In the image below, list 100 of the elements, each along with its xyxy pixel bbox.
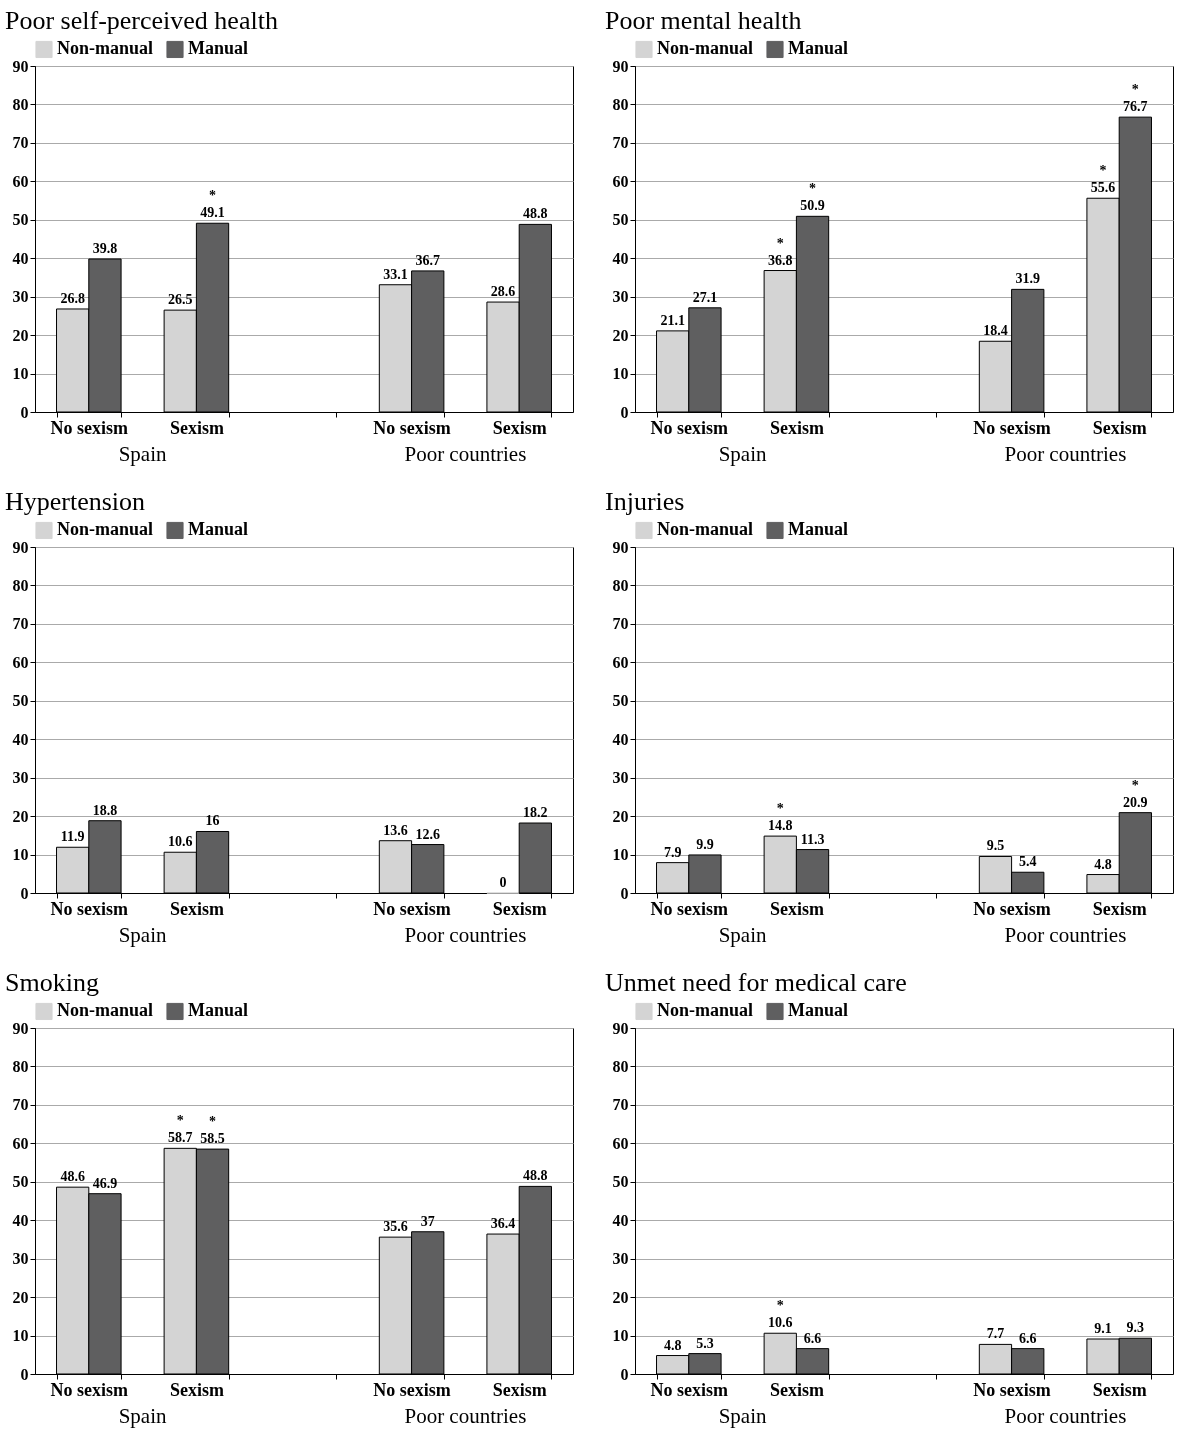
x-tick-label: Sexism — [769, 1379, 824, 1400]
chart-title: Injuries — [605, 487, 685, 516]
y-tick-label: 40 — [12, 249, 29, 267]
legend-label: Manual — [188, 1000, 249, 1021]
legend-label: Manual — [788, 519, 849, 540]
data-label: 9.1 — [1094, 1321, 1112, 1337]
data-label: 27.1 — [692, 289, 718, 305]
y-tick-label: 80 — [12, 95, 29, 113]
y-tick-label: 30 — [612, 1250, 629, 1268]
data-label: * 10.6 — [768, 1298, 793, 1331]
chart-title: Smoking — [5, 968, 99, 997]
y-tick-label: 80 — [12, 576, 29, 594]
y-tick-label: 20 — [612, 1288, 629, 1306]
y-tick-label: 60 — [612, 1134, 629, 1152]
data-label: 5.4 — [1018, 854, 1037, 870]
legend-label: Manual — [188, 38, 249, 59]
y-tick-label: 30 — [612, 769, 629, 787]
data-label: * 58.5 — [200, 1114, 225, 1147]
data-label: 6.6 — [1018, 1330, 1037, 1346]
y-tick-label: 60 — [612, 653, 629, 671]
data-label: 33.1 — [383, 266, 408, 282]
data-label: 5.3 — [696, 1335, 714, 1351]
x-tick-label: No sexism — [50, 1379, 129, 1400]
x-tick-label: Sexism — [169, 1379, 224, 1400]
x-tick-label: No sexism — [973, 1379, 1051, 1400]
y-tick-label: 60 — [612, 172, 629, 190]
data-label: * 49.1 — [200, 188, 225, 221]
data-label: 7.9 — [663, 844, 682, 860]
y-tick-label: 70 — [12, 134, 29, 152]
text: Spain — [718, 923, 768, 947]
x-tick-label: No sexism — [373, 898, 451, 919]
text: Poor countries — [1004, 923, 1127, 947]
chart-title: Unmet need for medical care — [605, 968, 907, 997]
data-label: 12.6 — [415, 826, 440, 842]
x-tick-label: Sexism — [769, 898, 824, 919]
y-tick-label: 60 — [12, 172, 29, 190]
data-label: * 36.8 — [768, 235, 793, 268]
data-label: 9.9 — [696, 836, 714, 852]
data-label: 21.1 — [660, 312, 685, 328]
y-tick-label: 20 — [12, 326, 29, 344]
y-tick-label: 90 — [12, 57, 29, 75]
data-label: 6.6 — [803, 1330, 822, 1346]
y-tick-label: 70 — [612, 615, 629, 633]
y-tick-label: 0 — [620, 1365, 629, 1383]
text: Poor countries — [1004, 442, 1127, 466]
x-tick-label: Sexism — [1092, 417, 1147, 438]
y-tick-label: 20 — [612, 326, 629, 344]
legend-label: Non-manual — [657, 38, 754, 59]
y-tick-label: 0 — [620, 403, 629, 421]
y-tick-label: 50 — [12, 211, 29, 229]
data-label: 18.4 — [983, 323, 1008, 339]
y-tick-label: 80 — [12, 1057, 29, 1075]
legend-label: Non-manual — [57, 1000, 154, 1021]
y-tick-label: 20 — [12, 807, 29, 825]
y-tick-label: 10 — [612, 365, 629, 383]
data-label: 0 — [499, 875, 507, 890]
legend-label: Non-manual — [657, 1000, 754, 1021]
data-label: 28.6 — [490, 284, 516, 300]
x-tick-label: No sexism — [650, 898, 729, 919]
text: Spain — [118, 1404, 168, 1428]
legend-label: Manual — [188, 519, 249, 540]
y-tick-label: 90 — [612, 1019, 629, 1037]
data-label: 7.7 — [986, 1326, 1005, 1342]
text: Poor countries — [404, 923, 527, 947]
data-label: * 20.9 — [1123, 777, 1148, 810]
y-tick-label: 70 — [12, 615, 29, 633]
y-tick-label: 90 — [612, 57, 629, 75]
text: Spain — [118, 923, 168, 947]
text: Poor countries — [404, 442, 527, 466]
data-label: 13.6 — [383, 822, 408, 838]
text: Poor countries — [404, 1404, 527, 1428]
x-tick-label: No sexism — [650, 1379, 729, 1400]
y-tick-label: 90 — [12, 1019, 29, 1037]
x-tick-label: Sexism — [492, 417, 547, 438]
y-tick-label: 0 — [20, 403, 29, 421]
data-label: * 58.7 — [168, 1113, 193, 1146]
chart-title: Hypertension — [5, 487, 146, 516]
x-tick-label: No sexism — [50, 898, 129, 919]
y-tick-label: 0 — [620, 884, 629, 902]
x-tick-label: No sexism — [973, 417, 1051, 438]
y-tick-label: 80 — [612, 1057, 629, 1075]
legend-label: Non-manual — [657, 519, 754, 540]
data-label: 26.8 — [60, 290, 85, 306]
data-label: 4.8 — [663, 1337, 682, 1353]
data-label: 11.3 — [800, 831, 825, 847]
data-label: 26.5 — [168, 292, 193, 308]
data-label: 9.3 — [1126, 1320, 1145, 1336]
y-tick-label: 0 — [20, 884, 29, 902]
data-label: 9.5 — [986, 838, 1005, 854]
data-label: 37 — [420, 1213, 435, 1229]
x-tick-label: Sexism — [492, 1379, 547, 1400]
data-label: 39.8 — [92, 240, 118, 256]
y-tick-label: 0 — [20, 1365, 29, 1383]
y-tick-label: 60 — [12, 653, 29, 671]
legend-label: Non-manual — [57, 519, 154, 540]
data-label: 18.2 — [523, 805, 548, 821]
data-label: 31.9 — [1015, 271, 1040, 287]
y-tick-label: 50 — [612, 692, 629, 710]
y-tick-label: 40 — [12, 730, 29, 748]
y-tick-label: 80 — [612, 95, 629, 113]
